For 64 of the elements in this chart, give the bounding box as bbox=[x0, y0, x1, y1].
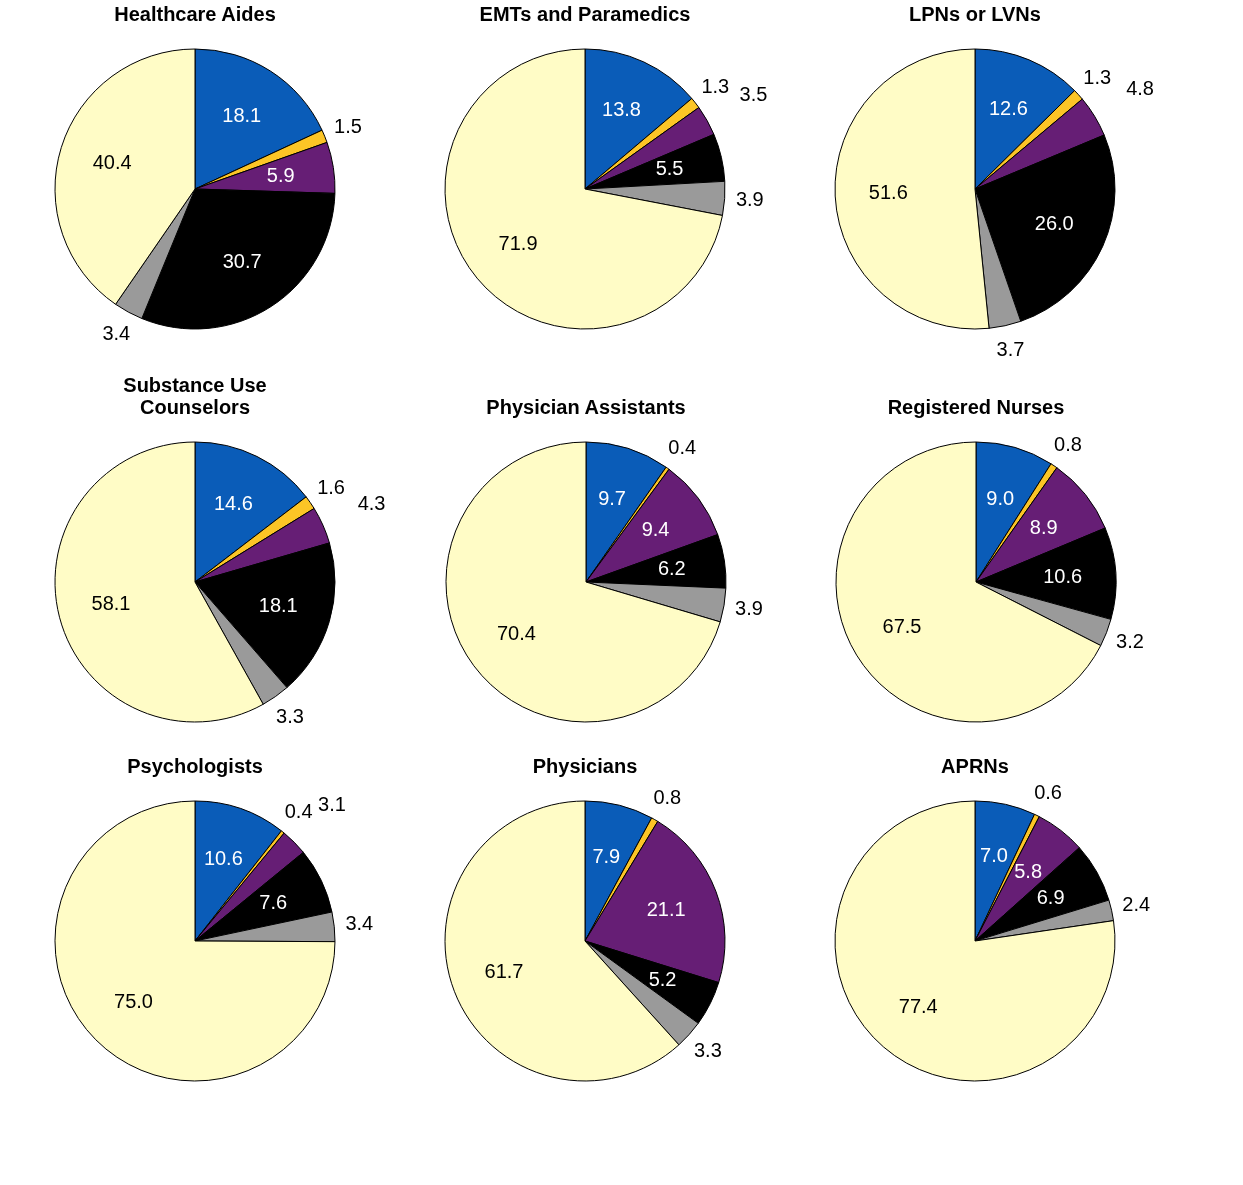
data-label: 70.4 bbox=[496, 621, 536, 644]
data-label: 30.7 bbox=[222, 249, 262, 272]
data-label: 7.0 bbox=[980, 844, 1008, 867]
data-label: 40.4 bbox=[92, 151, 132, 174]
chart-title: Substance Use Counselors bbox=[123, 374, 267, 418]
pie-slice bbox=[834, 800, 1116, 1082]
data-label: 5.8 bbox=[1014, 860, 1043, 883]
data-label: 58.1 bbox=[91, 591, 131, 614]
data-label: 2.4 bbox=[1122, 892, 1151, 915]
data-label: 1.3 bbox=[701, 75, 730, 98]
data-label: 9.0 bbox=[986, 486, 1015, 509]
data-label: 0.4 bbox=[668, 435, 697, 458]
data-label: 9.7 bbox=[598, 487, 626, 510]
data-label: 71.9 bbox=[498, 232, 538, 255]
data-label: 1.6 bbox=[317, 476, 345, 499]
chart-title: APRNs bbox=[941, 755, 1009, 777]
data-label: 3.3 bbox=[693, 1039, 722, 1062]
data-label: 75.0 bbox=[114, 990, 153, 1013]
data-label: 77.4 bbox=[898, 994, 938, 1017]
chart-title: LPNs or LVNs bbox=[909, 3, 1041, 25]
data-label: 13.8 bbox=[602, 98, 641, 121]
data-label: 18.1 bbox=[222, 103, 262, 126]
data-label: 3.2 bbox=[1116, 629, 1144, 652]
chart-title: Physician Assistants bbox=[486, 396, 686, 418]
data-label: 3.4 bbox=[102, 322, 131, 345]
data-label: 26.0 bbox=[1034, 212, 1074, 235]
data-label: 14.6 bbox=[213, 492, 253, 515]
data-label: 5.2 bbox=[648, 967, 677, 990]
data-label: 10.6 bbox=[203, 846, 243, 869]
data-label: 3.5 bbox=[739, 82, 768, 105]
data-label: 8.9 bbox=[1029, 515, 1058, 538]
data-label: 9.4 bbox=[641, 518, 670, 541]
chart-title: Healthcare Aides bbox=[114, 3, 276, 25]
data-label: 3.1 bbox=[318, 792, 346, 815]
data-label: 3.9 bbox=[735, 188, 764, 211]
data-label: 7.6 bbox=[259, 891, 288, 914]
data-label: 61.7 bbox=[484, 960, 524, 983]
data-label: 0.4 bbox=[284, 800, 313, 823]
data-label: 0.6 bbox=[1034, 780, 1062, 803]
data-label: 3.7 bbox=[996, 338, 1025, 361]
data-label: 4.3 bbox=[357, 491, 386, 514]
data-label: 4.8 bbox=[1126, 76, 1154, 99]
data-label: 5.9 bbox=[266, 163, 295, 186]
data-label: 51.6 bbox=[868, 181, 908, 204]
data-label: 10.6 bbox=[1043, 564, 1083, 587]
data-label: 7.9 bbox=[592, 844, 621, 867]
data-label: 6.9 bbox=[1036, 886, 1065, 909]
data-label: 12.6 bbox=[989, 96, 1028, 119]
data-label: 21.1 bbox=[646, 898, 686, 921]
chart-title: Registered Nurses bbox=[887, 396, 1065, 418]
data-label: 1.5 bbox=[334, 114, 362, 137]
data-label: 67.5 bbox=[882, 615, 922, 638]
chart-title: EMTs and Paramedics bbox=[479, 3, 691, 25]
data-label: 1.3 bbox=[1083, 65, 1112, 88]
chart-title: Physicians bbox=[532, 755, 638, 777]
data-label: 0.8 bbox=[653, 785, 682, 808]
data-label: 6.2 bbox=[657, 556, 686, 579]
data-label: 3.4 bbox=[345, 912, 374, 935]
data-label: 3.9 bbox=[735, 597, 763, 620]
data-label: 3.3 bbox=[276, 705, 304, 728]
data-label: 18.1 bbox=[258, 594, 298, 617]
data-label: 5.5 bbox=[655, 157, 684, 180]
data-label: 0.8 bbox=[1054, 432, 1082, 455]
chart-title: Psychologists bbox=[127, 755, 263, 777]
